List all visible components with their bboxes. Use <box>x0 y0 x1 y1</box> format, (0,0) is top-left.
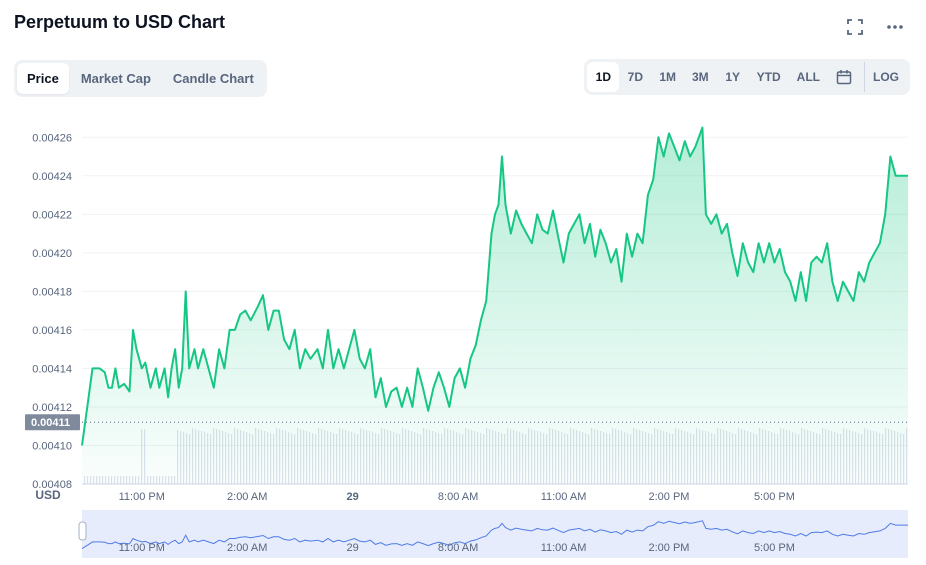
current-price-tag: 0.00411 <box>25 414 80 431</box>
y-axis-unit: USD <box>35 488 61 502</box>
navigator-tick-label: 2:00 AM <box>227 542 267 554</box>
range-3m[interactable]: 3M <box>692 70 709 84</box>
x-tick-label: 2:00 AM <box>227 491 267 503</box>
x-tick-label: 5:00 PM <box>754 491 795 503</box>
navigator-tick-label: 8:00 AM <box>438 542 478 554</box>
chart-type-tabs: Price Market Cap Candle Chart <box>14 60 267 97</box>
tab-market-cap[interactable]: Market Cap <box>80 71 151 86</box>
price-line <box>81 126 908 446</box>
page-title: Perpetuum to USD Chart <box>14 12 226 32</box>
range-7d[interactable]: 7D <box>627 70 643 84</box>
range-1d[interactable]: 1D <box>587 62 620 92</box>
x-tick-label: 29 <box>347 491 359 503</box>
x-tick-label: 11:00 AM <box>541 491 587 503</box>
x-tick-label: 8:00 AM <box>438 491 478 503</box>
fullscreen-icon[interactable] <box>846 18 864 36</box>
y-tick-label: 0.00416 <box>32 325 72 337</box>
time-range-selector: 1D 7D 1M 3M 1Y YTD ALL LOG <box>584 59 910 95</box>
y-tick-label: 0.00418 <box>32 286 72 298</box>
log-scale-toggle[interactable]: LOG <box>864 62 907 92</box>
y-tick-label: 0.00422 <box>32 209 72 221</box>
range-navigator[interactable]: 11:00 PM 2:00 AM 29 8:00 AM 11:00 AM 2:00 PM 5… <box>78 510 908 558</box>
y-tick-label: 0.00410 <box>32 440 72 452</box>
navigator-tick-label: 2:00 PM <box>649 542 690 554</box>
range-ytd[interactable]: YTD <box>756 70 781 84</box>
y-tick-label: 0.00424 <box>32 171 72 183</box>
x-tick-label: 11:00 PM <box>119 491 165 503</box>
x-tick-label: 2:00 PM <box>649 491 690 503</box>
price-area <box>82 127 908 484</box>
navigator-tick-label: 11:00 AM <box>541 542 587 554</box>
more-horizontal-icon[interactable] <box>886 18 904 36</box>
tab-price[interactable]: Price <box>17 63 69 94</box>
y-tick-label: 0.00420 <box>32 248 72 260</box>
navigator-tick-label: 29 <box>347 542 359 554</box>
range-1y[interactable]: 1Y <box>725 70 741 84</box>
y-tick-label: 0.00414 <box>32 363 72 375</box>
y-tick-label: 0.00426 <box>32 132 72 144</box>
tab-candle-chart[interactable]: Candle Chart <box>172 71 254 86</box>
range-all[interactable]: ALL <box>796 70 820 84</box>
calendar-icon[interactable] <box>828 62 860 92</box>
navigator-line <box>81 520 908 550</box>
navigator-handle-left[interactable] <box>78 521 87 541</box>
y-tick-label: 0.00412 <box>32 402 72 414</box>
current-price-label: 0.00411 <box>31 417 70 429</box>
navigator-tick-label: 11:00 PM <box>119 542 165 554</box>
range-1m[interactable]: 1M <box>659 70 676 84</box>
navigator-tick-label: 5:00 PM <box>754 542 795 554</box>
y-tick-label: 0.00408 <box>32 479 72 491</box>
